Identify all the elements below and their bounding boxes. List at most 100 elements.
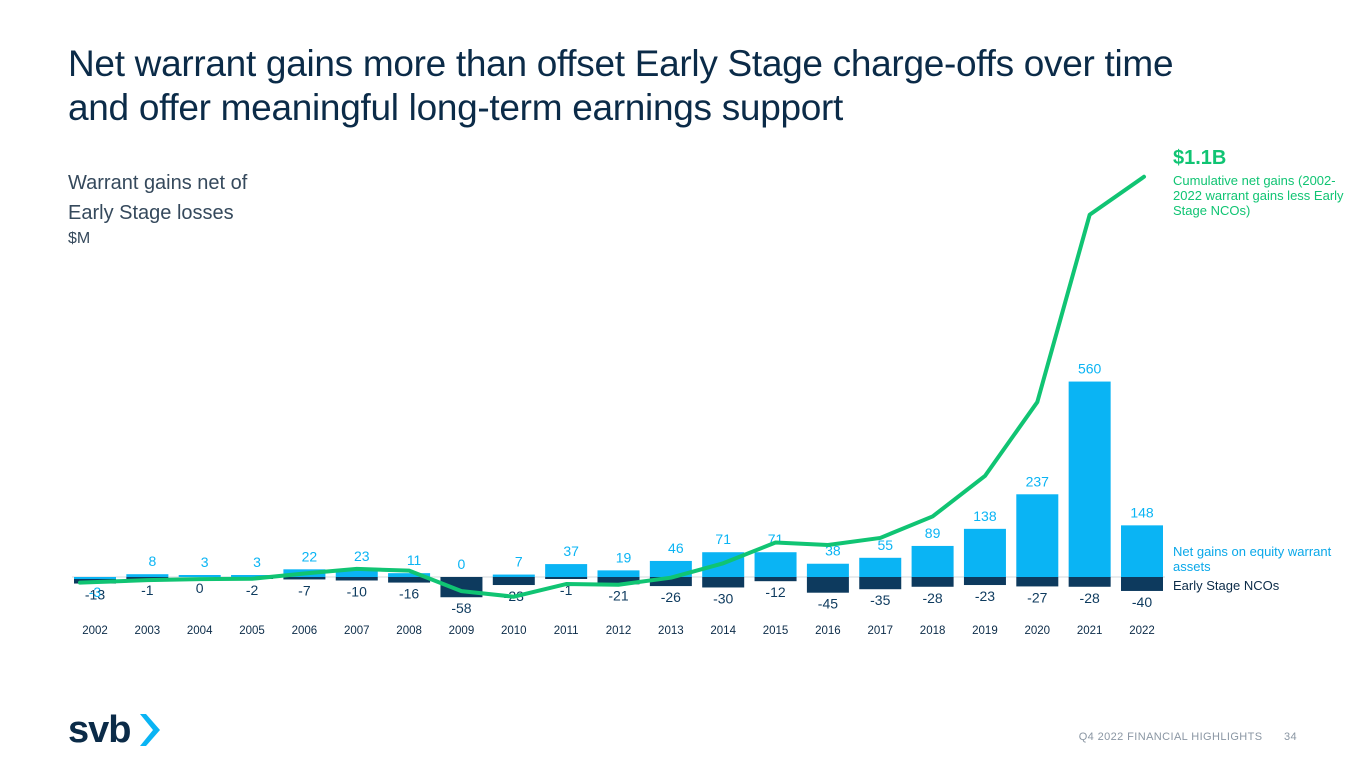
x-tick-2010: 2010 (501, 625, 527, 637)
x-tick-2015: 2015 (763, 625, 789, 637)
nco-label-2003: -1 (141, 582, 154, 598)
x-tick-2012: 2012 (606, 625, 632, 637)
x-tick-2002: 2002 (82, 625, 108, 637)
gain-bar-2022 (1121, 525, 1163, 577)
gain-bar-2004 (178, 575, 221, 577)
cumulative-callout: $1.1B Cumulative net gains (2002-2022 wa… (1173, 145, 1363, 218)
nco-bar-2021 (1068, 577, 1111, 587)
x-tick-2004: 2004 (187, 625, 213, 637)
page-number: 34 (1283, 731, 1297, 743)
gain-label-2017: 55 (877, 537, 893, 553)
nco-bar-2006 (283, 577, 326, 580)
nco-bar-2011 (545, 577, 588, 579)
nco-label-2016: -45 (818, 596, 838, 612)
nco-bar-2020 (1016, 577, 1059, 587)
nco-bar-2015 (754, 577, 797, 582)
gain-label-2010: 7 (515, 554, 523, 570)
nco-label-2005: -2 (246, 582, 259, 598)
x-tick-2005: 2005 (239, 625, 265, 637)
nco-bar-2010 (492, 577, 535, 586)
gain-label-2020: 237 (1026, 473, 1050, 489)
x-tick-2008: 2008 (396, 625, 422, 637)
footer-label: Q4 2022 FINANCIAL HIGHLIGHTS (1078, 731, 1263, 743)
chart-unit: $M (68, 230, 91, 247)
gain-bar-2010 (492, 574, 535, 577)
nco-bar-2008 (388, 577, 431, 583)
nco-bar-2014 (702, 577, 745, 588)
gain-label-2006: 22 (302, 548, 318, 564)
x-tick-2014: 2014 (710, 625, 736, 637)
nco-bar-2013 (649, 577, 692, 587)
gain-label-2011: 37 (563, 543, 579, 559)
gain-bar-2015 (754, 552, 797, 577)
gain-bar-2020 (1016, 494, 1059, 577)
gain-label-2018: 89 (925, 525, 941, 541)
x-tick-2016: 2016 (815, 625, 841, 637)
gain-label-2014: 71 (715, 531, 731, 547)
nco-bar-2012 (597, 577, 640, 585)
nco-label-2017: -35 (870, 592, 890, 608)
nco-bar-2017 (859, 577, 902, 590)
nco-label-2009: -58 (451, 600, 471, 616)
nco-label-2019: -23 (975, 588, 995, 604)
nco-label-2014: -30 (713, 590, 733, 606)
gain-bar-2008 (388, 573, 431, 577)
x-tick-2017: 2017 (867, 625, 893, 637)
subtitle-line-2: Early Stage losses (68, 202, 234, 224)
nco-bar-2018 (911, 577, 954, 587)
gain-bar-2021 (1068, 381, 1111, 577)
title-line-2: and offer meaningful long-term earnings … (68, 87, 844, 128)
gain-bar-2019 (963, 528, 1006, 577)
nco-bar-2003 (126, 577, 169, 579)
nco-bar-2016 (806, 577, 849, 593)
legend-early-stage-ncos: Early Stage NCOs (1173, 578, 1280, 593)
cumulative-line (78, 174, 1146, 599)
nco-label-2020: -27 (1027, 589, 1047, 605)
page-title: Net warrant gains more than offset Early… (68, 42, 1318, 130)
x-tick-2007: 2007 (344, 625, 370, 637)
x-tick-2003: 2003 (135, 625, 161, 637)
nco-label-2004: 0 (196, 580, 204, 596)
gain-bar-2007 (335, 568, 378, 577)
logo-chevron-icon (140, 714, 160, 746)
x-tick-2006: 2006 (292, 625, 318, 637)
nco-label-2018: -28 (922, 590, 942, 606)
title-line-1: Net warrant gains more than offset Early… (68, 43, 1174, 84)
gain-label-2008: 11 (407, 552, 422, 568)
gain-label-2012: 19 (616, 549, 632, 565)
gain-label-2019: 138 (973, 508, 997, 524)
nco-label-2008: -16 (399, 586, 419, 602)
gain-label-2004: 3 (201, 554, 209, 570)
gain-label-2013: 46 (668, 540, 684, 556)
nco-bar-2007 (335, 577, 378, 581)
gain-label-2009: 0 (458, 556, 466, 572)
gain-label-2007: 23 (354, 548, 370, 564)
nco-label-2007: -10 (347, 583, 367, 599)
subtitle-line-1: Warrant gains net of (68, 172, 248, 194)
nco-label-2012: -21 (608, 587, 628, 603)
gain-bar-2003 (126, 574, 169, 577)
gain-label-2005: 3 (253, 554, 261, 570)
x-tick-2021: 2021 (1077, 625, 1103, 637)
chart-subtitle: Warrant gains net of Early Stage losses … (68, 168, 247, 250)
x-tick-2009: 2009 (449, 625, 475, 637)
nco-label-2021: -28 (1080, 590, 1100, 606)
cumulative-value: $1.1B (1173, 147, 1227, 169)
gain-bar-2018 (911, 545, 954, 577)
nco-bar-2022 (1121, 577, 1163, 591)
nco-label-2022: -40 (1132, 594, 1152, 610)
gain-label-2003: 8 (148, 553, 156, 569)
legend-net-gains: Net gains on equity warrant assets (1173, 544, 1332, 574)
x-tick-2018: 2018 (920, 625, 946, 637)
svb-logo: svb (68, 709, 160, 751)
cumulative-description: Cumulative net gains (2002-2022 warrant … (1173, 173, 1344, 218)
gain-bar-2017 (859, 557, 902, 577)
x-tick-2020: 2020 (1025, 625, 1051, 637)
footer: Q4 2022 FINANCIAL HIGHLIGHTS 34 (1079, 731, 1297, 743)
gain-bar-2005 (231, 575, 274, 577)
gain-label-2021: 560 (1078, 361, 1102, 377)
nco-label-2006: -7 (298, 582, 311, 598)
nco-bar-2019 (963, 577, 1006, 586)
gain-bar-2002 (74, 577, 116, 579)
